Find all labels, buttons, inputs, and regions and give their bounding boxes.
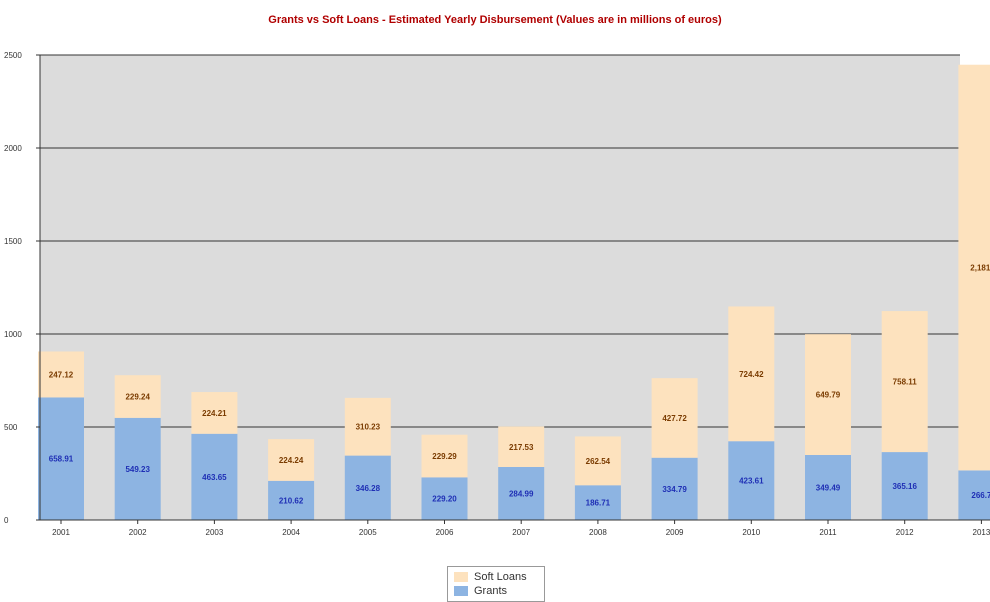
data-label: 365.16 bbox=[892, 482, 917, 491]
bar-grants[interactable] bbox=[958, 470, 990, 520]
data-label: 186.71 bbox=[586, 499, 611, 508]
bar-soft-loans[interactable] bbox=[805, 334, 851, 455]
legend-label-grants: Grants bbox=[474, 585, 508, 597]
bar-soft-loans[interactable] bbox=[114, 375, 161, 418]
y-tick-label: 500 bbox=[4, 423, 18, 432]
bar-soft-loans[interactable] bbox=[574, 436, 621, 486]
data-label: 758.11 bbox=[893, 378, 918, 387]
data-label: 427.72 bbox=[662, 414, 687, 423]
bar-grants[interactable] bbox=[191, 433, 238, 520]
data-label: 229.20 bbox=[432, 495, 457, 504]
y-tick-label: 2000 bbox=[4, 144, 22, 153]
data-label: 334.79 bbox=[662, 485, 687, 494]
data-label: 346.28 bbox=[356, 484, 381, 493]
legend-item-grants[interactable]: Grants bbox=[454, 584, 538, 598]
legend-item-soft-loans[interactable]: Soft Loans bbox=[454, 570, 538, 584]
data-label: 210.62 bbox=[279, 496, 304, 505]
bar-grants[interactable] bbox=[651, 457, 698, 520]
data-label: 229.24 bbox=[125, 393, 150, 402]
data-label: 724.42 bbox=[739, 370, 764, 379]
bar-soft-loans[interactable] bbox=[421, 434, 468, 478]
bar-soft-loans[interactable] bbox=[881, 311, 928, 453]
y-tick-label: 2500 bbox=[4, 51, 22, 60]
data-label: 284.99 bbox=[509, 489, 534, 498]
data-label: 658.91 bbox=[49, 455, 74, 464]
legend-swatch-soft-loans bbox=[454, 572, 468, 582]
x-tick-label: 2008 bbox=[589, 528, 607, 537]
x-tick-label: 2009 bbox=[666, 528, 684, 537]
data-label: 349.49 bbox=[816, 483, 841, 492]
data-label: 217.53 bbox=[509, 443, 534, 452]
x-tick-label: 2005 bbox=[359, 528, 377, 537]
bar-soft-loans[interactable] bbox=[651, 378, 698, 458]
x-tick-label: 2010 bbox=[742, 528, 760, 537]
data-label: 224.21 bbox=[202, 409, 227, 418]
bar-grants[interactable] bbox=[38, 397, 84, 520]
data-label: 549.23 bbox=[125, 465, 150, 474]
legend-label-soft-loans: Soft Loans bbox=[474, 571, 527, 583]
bar-grants[interactable] bbox=[344, 455, 391, 520]
bar-soft-loans[interactable] bbox=[268, 439, 315, 481]
bar-soft-loans[interactable] bbox=[728, 306, 775, 442]
bar-soft-loans[interactable] bbox=[191, 392, 238, 434]
bars bbox=[38, 64, 990, 520]
data-label: 463.65 bbox=[202, 473, 227, 482]
data-label: 649.79 bbox=[816, 391, 841, 400]
bar-grants[interactable] bbox=[574, 485, 621, 520]
data-label: 262.54 bbox=[586, 457, 611, 466]
bar-grants[interactable] bbox=[114, 417, 161, 520]
bar-soft-loans[interactable] bbox=[38, 351, 84, 398]
bar-grants[interactable] bbox=[805, 454, 851, 520]
x-tick-label: 2002 bbox=[129, 528, 147, 537]
y-tick-label: 1500 bbox=[4, 237, 22, 246]
x-tick-label: 2013 bbox=[973, 528, 990, 537]
data-label: 423.61 bbox=[739, 477, 764, 486]
x-tick-label: 2006 bbox=[436, 528, 454, 537]
bar-grants[interactable] bbox=[498, 466, 545, 520]
x-tick-label: 2011 bbox=[819, 528, 837, 537]
x-tick-label: 2003 bbox=[206, 528, 224, 537]
axes: 0 500 1000 1500 2000 2500 2001 2002 2003 2004 2005… bbox=[4, 51, 990, 537]
y-tick-label: 0 bbox=[4, 516, 9, 525]
y-tick-label: 1000 bbox=[4, 330, 22, 339]
bar-grants[interactable] bbox=[728, 441, 775, 520]
chart-title: Grants vs Soft Loans - Estimated Yearly … bbox=[268, 14, 722, 26]
x-tick-label: 2004 bbox=[282, 528, 300, 537]
data-label: 247.12 bbox=[49, 370, 74, 379]
bar-grants[interactable] bbox=[268, 480, 315, 520]
data-label: 2,181. bbox=[970, 264, 990, 273]
bar-soft-loans[interactable] bbox=[498, 426, 545, 467]
x-tick-label: 2012 bbox=[896, 528, 914, 537]
bar-grants[interactable] bbox=[881, 452, 928, 520]
legend: Soft Loans Grants bbox=[447, 566, 545, 602]
x-tick-label: 2001 bbox=[52, 528, 70, 537]
data-label: 310.23 bbox=[356, 423, 381, 432]
x-tick-label: 2007 bbox=[512, 528, 530, 537]
data-label: 229.29 bbox=[432, 452, 457, 461]
bar-soft-loans[interactable] bbox=[958, 64, 990, 471]
data-label: 266.7 bbox=[971, 491, 990, 500]
bar-soft-loans[interactable] bbox=[344, 397, 391, 456]
legend-swatch-grants bbox=[454, 586, 468, 596]
value-labels: 658.91 247.12 549.23 229.24 463.65 224.21 210.… bbox=[49, 264, 990, 508]
data-label: 224.24 bbox=[279, 456, 304, 465]
bar-grants[interactable] bbox=[421, 477, 468, 520]
